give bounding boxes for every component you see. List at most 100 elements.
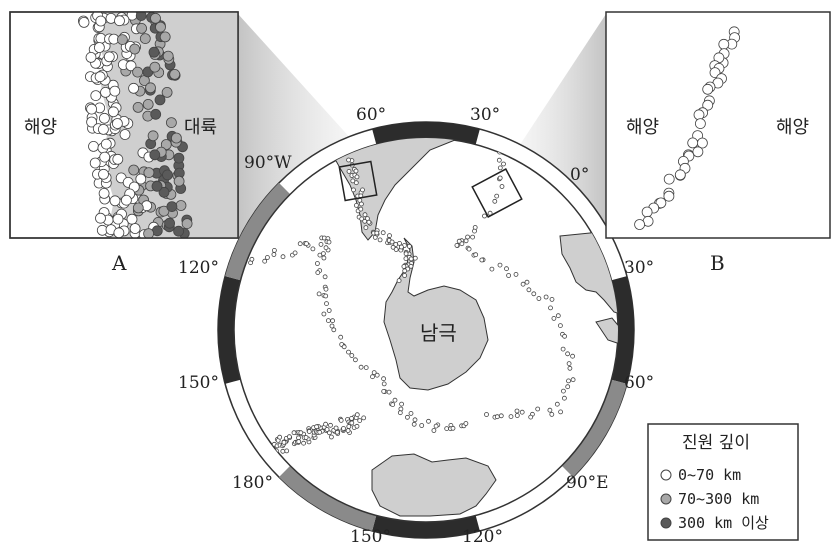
earthquake-point [565,351,570,357]
earthquake-point [132,66,144,78]
earthquake-point [484,412,489,417]
antarctica-label: 남극 [420,321,457,345]
earthquake-point [100,138,112,150]
earthquake-point [358,206,364,212]
earthquake-point [306,429,312,434]
earthquake-point [560,346,566,352]
earthquake-point [341,426,346,431]
earthquake-point [303,435,309,440]
earthquake-point [323,286,329,292]
earthquake-point [702,99,714,111]
earthquake-point [479,257,485,263]
earthquake-point [170,132,182,144]
landmasses [299,138,618,517]
inset-b-right-ocean-label: 해양 [776,117,809,138]
earthquake-point [403,256,409,262]
earthquake-point [496,157,502,163]
earthquake-point [466,246,472,252]
earthquake-point [264,255,270,260]
earthquake-point [366,219,372,225]
earthquake-point [143,167,155,179]
earthquake-point [121,194,132,206]
earthquake-point [363,365,369,371]
earthquake-point [528,414,534,420]
lon-label-150-bottom: 150° [350,527,391,547]
earthquake-point [315,270,321,276]
lon-label-30-right: 30° [624,258,654,278]
ring-segment [372,515,480,539]
earthquake-point [149,61,161,73]
earthquake-point [513,271,519,277]
earthquake-point [126,213,138,225]
earthquake-point [695,118,706,129]
earthquake-point [301,440,307,446]
earthquake-point [371,370,377,376]
earthquake-point [145,82,156,94]
earthquake-point [692,146,704,158]
earthquake-point [328,422,333,428]
earthquake-point [112,153,124,165]
earthquake-point [663,173,675,185]
earthquake-point [281,439,287,445]
lon-label-60-right: 60° [624,373,654,393]
inset-b-points [634,26,740,230]
earthquake-point [329,323,335,329]
earthquake-point [158,186,170,198]
earthquake-point [398,244,404,250]
earthquake-point [390,402,396,408]
earthquake-point [408,410,414,416]
earthquake-point [298,430,304,436]
earthquake-point [292,250,298,256]
legend-item-shallow: 0~70 km [678,466,741,484]
earthquake-point [497,165,503,171]
earthquake-point [426,418,431,424]
earthquake-point [497,262,503,268]
earthquake-point [401,264,407,269]
earthquake-point [408,256,414,262]
legend-swatch-intermediate [660,493,672,505]
earthquake-point [433,423,439,429]
inset-a-marker [338,160,378,202]
earthquake-point [470,234,476,240]
earthquake-point [346,168,352,174]
earthquake-point [136,22,148,34]
earthquake-point [359,216,365,222]
earthquake-point [492,198,498,204]
earthquake-point [548,305,553,311]
earthquake-point [535,406,541,412]
earthquake-point [173,175,185,187]
earthquake-point [330,318,336,324]
earthquake-point [374,372,380,378]
earthquake-point [162,169,173,181]
earthquake-point [360,187,365,193]
earthquake-point [387,233,392,239]
earthquake-point [562,395,567,401]
earthquake-point [280,254,286,260]
earthquake-point [100,87,111,98]
earthquake-point [318,241,324,247]
earthquake-point [561,388,566,394]
earthquake-point [154,94,166,106]
earthquake-point [161,87,173,98]
earthquake-point [354,423,360,429]
lon-label-30-top: 30° [470,105,500,125]
earthquake-point [450,425,456,431]
earthquake-point [334,429,340,435]
earthquake-point [310,246,316,252]
earthquake-point [494,414,500,420]
earthquake-point [94,42,105,53]
earthquake-point [390,244,396,250]
earthquake-point [386,389,392,395]
earthquake-point [162,50,174,62]
earthquake-point [128,164,140,176]
earthquake-point [412,417,418,423]
earthquake-point [663,190,675,202]
earthquake-point [345,428,351,434]
earthquake-point [549,411,555,417]
earthquake-point [323,421,329,427]
ring-segment [225,182,291,281]
legend-swatch-shallow [660,469,672,481]
earthquake-point [351,187,356,193]
lon-label-180: 180° [232,473,273,493]
earthquake-point [114,15,125,27]
